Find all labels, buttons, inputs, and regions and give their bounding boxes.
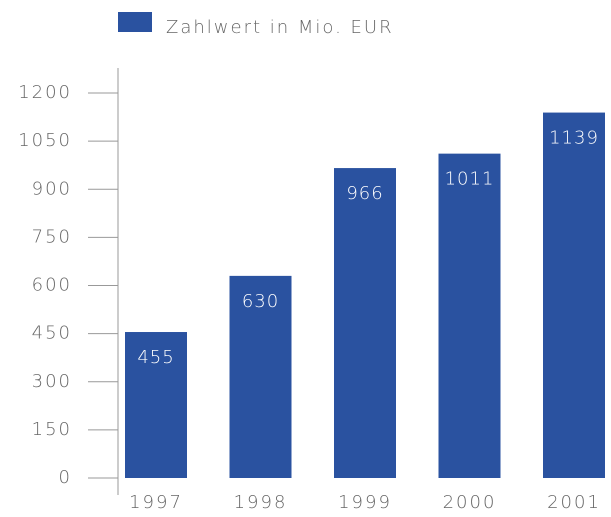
data-label: 1139 [549,128,599,149]
bar [334,168,396,478]
y-tick-label: 1200 [18,82,72,103]
data-label: 455 [137,347,174,368]
data-label: 1011 [445,169,495,190]
bar [438,153,501,478]
data-label: 966 [346,183,383,204]
y-tick-label: 0 [59,467,72,488]
bar [229,275,292,478]
y-tick-label: 600 [32,275,72,296]
x-tick-label: 2001 [547,492,601,513]
data-label: 630 [242,291,279,312]
x-tick-label: 2000 [443,492,497,513]
x-tick-label: 1999 [338,492,392,513]
legend-swatch [118,12,152,32]
bar [125,332,187,478]
bar [543,112,605,478]
y-tick-label: 750 [32,226,72,247]
y-tick-label: 150 [32,419,72,440]
y-tick-label: 900 [32,178,72,199]
y-tick-label: 450 [32,323,72,344]
y-tick-label: 300 [32,371,72,392]
x-tick-label: 1998 [234,492,288,513]
x-tick-label: 1997 [129,492,183,513]
legend-label: Zahlwert in Mio. EUR [166,17,394,38]
y-tick-label: 1050 [18,130,72,151]
